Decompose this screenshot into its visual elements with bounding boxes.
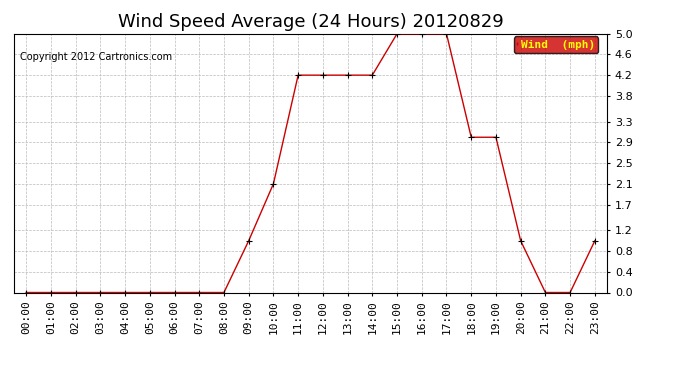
- Legend: Wind  (mph): Wind (mph): [514, 36, 598, 53]
- Text: Copyright 2012 Cartronics.com: Copyright 2012 Cartronics.com: [20, 52, 172, 62]
- Title: Wind Speed Average (24 Hours) 20120829: Wind Speed Average (24 Hours) 20120829: [117, 13, 504, 31]
